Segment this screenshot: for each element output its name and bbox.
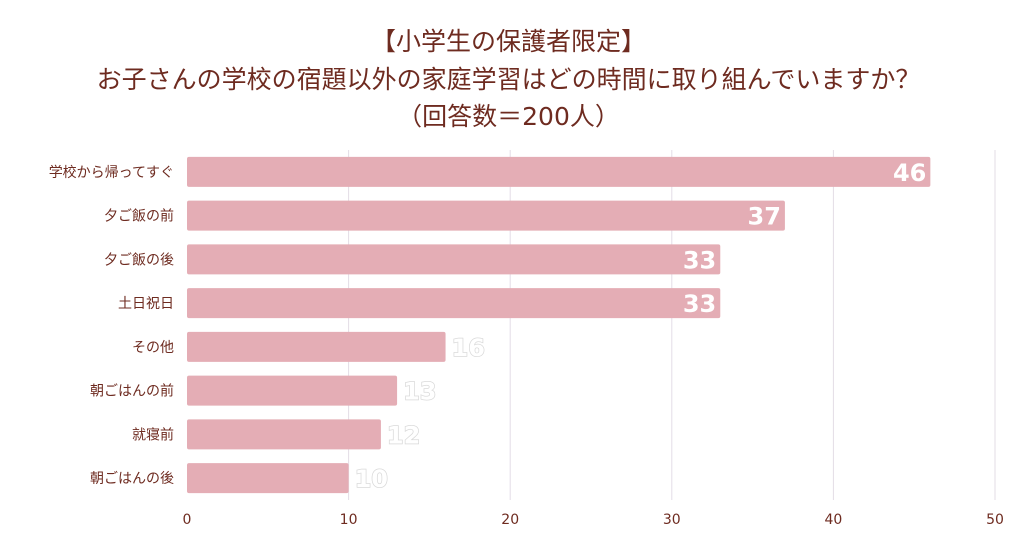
- x-tick-label: 10: [340, 512, 358, 528]
- bar: [187, 288, 721, 319]
- category-label: 夕ご飯の後: [104, 251, 174, 268]
- value-labels: 46 37 33 33 16 13 12 10: [354, 159, 927, 494]
- bar: [187, 463, 349, 494]
- category-label: 学校から帰ってすぐ: [49, 164, 174, 181]
- chart-note: （回答数＝200人）: [397, 102, 620, 131]
- x-tick-label: 20: [501, 512, 519, 528]
- category-label: 朝ごはんの前: [90, 383, 174, 400]
- data-label: 46: [893, 159, 926, 187]
- x-tick-label: 40: [824, 512, 842, 528]
- data-label: 12: [387, 421, 420, 449]
- category-label: 土日祝日: [118, 296, 174, 312]
- bar: [187, 156, 931, 187]
- data-label: 10: [355, 465, 388, 493]
- data-label: 37: [748, 203, 781, 231]
- data-label: 16: [452, 334, 485, 362]
- x-tick-label: 0: [183, 512, 192, 528]
- chart-title: 【小学生の保護者限定】: [370, 27, 646, 56]
- bar: [187, 331, 446, 362]
- category-label: その他: [132, 340, 174, 356]
- category-label: 夕ご飯の前: [104, 208, 174, 225]
- bar: [187, 419, 381, 450]
- x-tick-label: 50: [986, 512, 1004, 528]
- chart-subtitle: お子さんの学校の宿題以外の家庭学習はどの時間に取り組んでいますか？: [96, 65, 921, 94]
- category-label: 朝ごはんの後: [90, 471, 174, 487]
- bar: [187, 375, 398, 406]
- x-tick-label: 30: [663, 512, 681, 528]
- data-label: 33: [683, 290, 716, 318]
- category-labels: 学校から帰ってすぐ夕ご飯の前夕ご飯の後土日祝日その他朝ごはんの前就寝前朝ごはんの…: [49, 164, 174, 487]
- bars: [187, 156, 931, 494]
- data-label: 33: [683, 246, 716, 274]
- category-label: 就寝前: [132, 426, 174, 443]
- data-label: 13: [403, 378, 436, 406]
- x-tick-labels: 0 10 20 30 40 50: [183, 512, 1004, 528]
- bar: [187, 200, 785, 231]
- bar: [187, 244, 721, 275]
